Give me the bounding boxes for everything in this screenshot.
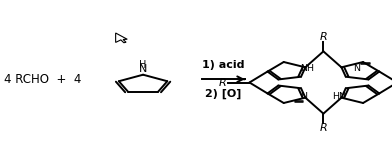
Text: 4 RCHO  +  4: 4 RCHO + 4: [4, 73, 81, 86]
Text: N: N: [139, 64, 147, 74]
Text: H: H: [140, 60, 147, 70]
Text: N: N: [300, 92, 307, 101]
Text: 2) [O]: 2) [O]: [205, 89, 241, 99]
Text: R: R: [319, 123, 327, 133]
Text: HN: HN: [332, 92, 347, 101]
Text: R: R: [218, 78, 226, 87]
Polygon shape: [116, 33, 127, 43]
Text: NH: NH: [300, 64, 314, 73]
Text: R: R: [319, 32, 327, 42]
Text: N: N: [353, 64, 360, 73]
Text: 1) acid: 1) acid: [202, 60, 245, 70]
